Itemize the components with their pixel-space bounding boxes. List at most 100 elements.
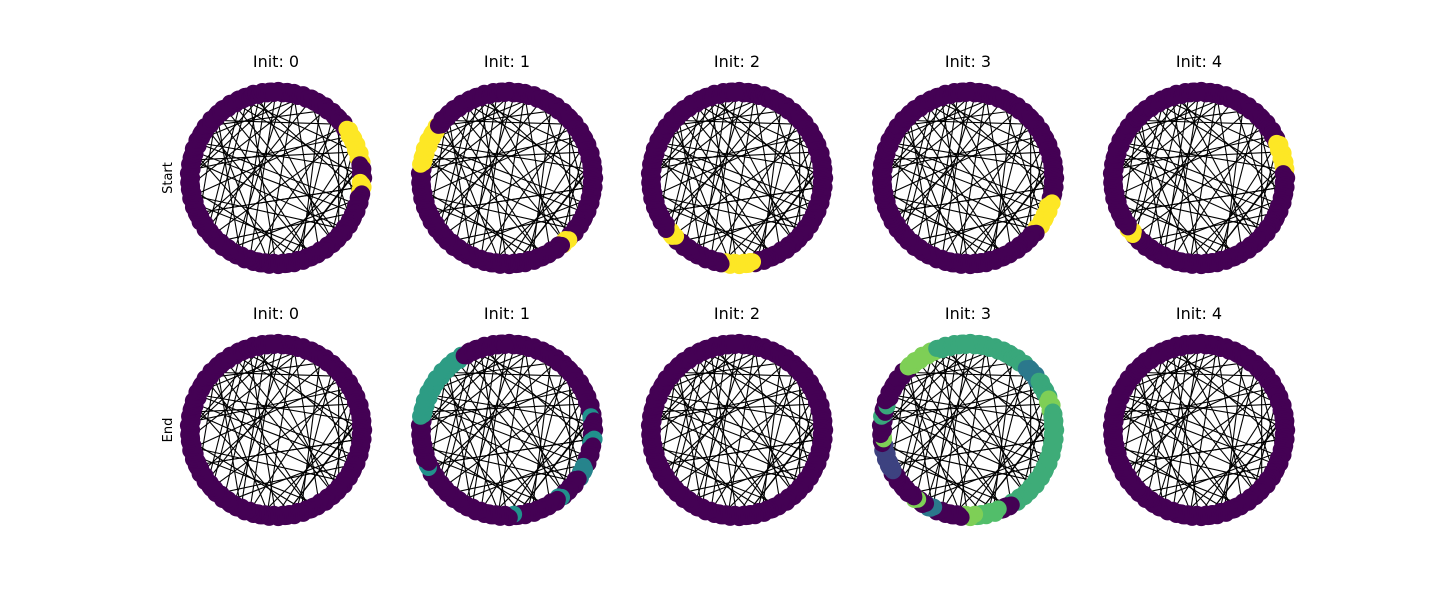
graph-edge [208, 352, 311, 480]
graph-edge [192, 124, 350, 197]
graph-edge [447, 364, 473, 510]
graph-edge [710, 91, 738, 259]
graph-edge [884, 150, 988, 267]
graph-edge [1145, 196, 1288, 252]
graph-edge [677, 363, 773, 509]
graph-edge [976, 158, 1058, 264]
graph-edge [197, 361, 326, 476]
graph-edge [442, 93, 481, 236]
graph-edge [710, 373, 801, 512]
network-panel: Init: 3 [871, 52, 1065, 275]
graph-edge [1139, 364, 1165, 510]
graph-edge [1131, 100, 1234, 228]
graph-edge [435, 109, 557, 127]
graph-edge [683, 448, 826, 504]
graph-edge [195, 141, 359, 170]
network-panel: Init: 1 [410, 304, 604, 527]
graph-edge [672, 120, 729, 260]
graph-edge [941, 373, 1032, 512]
graph-edge [293, 94, 321, 254]
graph-edge [908, 363, 1004, 509]
graph-edge [900, 352, 1003, 480]
graph-edge [1154, 100, 1263, 235]
graph-edge [453, 350, 491, 504]
graph-edge [211, 345, 250, 488]
graph-edge [654, 388, 809, 422]
graph-edge [653, 376, 811, 449]
graph-edge [897, 349, 995, 390]
graph-edge [1110, 186, 1225, 257]
graph-edge [219, 464, 354, 494]
graph-edge [231, 352, 340, 487]
graph-edge [541, 100, 583, 222]
graph-edge [665, 361, 787, 379]
graph-edge [1115, 124, 1273, 197]
graph-edge [897, 97, 995, 138]
graph-edge [1116, 447, 1271, 483]
graph-edge [680, 212, 815, 242]
graph-edge [649, 341, 747, 431]
graph-edge [204, 361, 326, 379]
graph-edge [710, 121, 801, 260]
graph-edge [683, 98, 721, 252]
graph-edge [442, 372, 499, 512]
graph-edge [284, 158, 366, 264]
graph-edge [216, 364, 242, 510]
graph-edge [880, 341, 978, 431]
graph-edge [701, 89, 729, 258]
graph-edge [689, 364, 794, 493]
graph-edge [310, 100, 352, 222]
graph-edge [275, 394, 356, 517]
graph-edge [1115, 376, 1273, 449]
graph-edge [1134, 93, 1173, 236]
graph-edge [950, 98, 1025, 241]
graph-edge [1111, 341, 1209, 431]
graph-edge [435, 361, 557, 379]
graph-edge [219, 212, 354, 242]
graph-edge [222, 98, 260, 252]
graph-edge [1114, 159, 1271, 231]
graph-edge [450, 464, 585, 494]
graph-edge [683, 196, 826, 252]
graph-edge [754, 94, 782, 254]
graph-edge [1116, 136, 1271, 170]
graph-edge [903, 372, 960, 512]
network-panel: Init: 2 [640, 52, 834, 275]
graph-edge [1142, 212, 1277, 242]
graph-edge [1118, 393, 1279, 457]
graph-edge [248, 93, 365, 198]
graph-edge [256, 410, 366, 520]
graph-node [265, 85, 283, 103]
graph-edge [719, 350, 794, 493]
graph-edge [258, 98, 333, 241]
graph-edge [1216, 94, 1244, 254]
graph-edge [426, 141, 587, 205]
graph-edge [193, 388, 348, 422]
graph-edge [1171, 345, 1288, 450]
graph-edge [249, 373, 340, 512]
graph-edge [658, 361, 787, 476]
graph-edge [423, 402, 585, 466]
graph-edge [672, 372, 729, 512]
graph-edge [480, 373, 571, 512]
graph-edge [471, 341, 499, 510]
graph-edge [669, 352, 772, 480]
graph-edge [1128, 349, 1226, 390]
panel-title: Init: 1 [484, 52, 530, 71]
network-panel: Init: 0 [179, 52, 373, 275]
graph-edge [506, 394, 587, 517]
graph-edge [1154, 352, 1263, 487]
network-panel: Init: 4 [1102, 304, 1296, 527]
graph-edge [923, 352, 1032, 487]
graph-edge [941, 343, 969, 511]
graph-edge [889, 361, 1018, 476]
graph-edge [649, 89, 747, 179]
graph-edge [1111, 89, 1209, 179]
graph-edge [240, 89, 268, 258]
graph-edge [745, 410, 827, 516]
graph-edge [879, 186, 994, 257]
graph-edge [423, 150, 527, 267]
graph-edge [195, 141, 356, 205]
graph-edge [436, 97, 534, 138]
graph-edge [515, 410, 597, 516]
